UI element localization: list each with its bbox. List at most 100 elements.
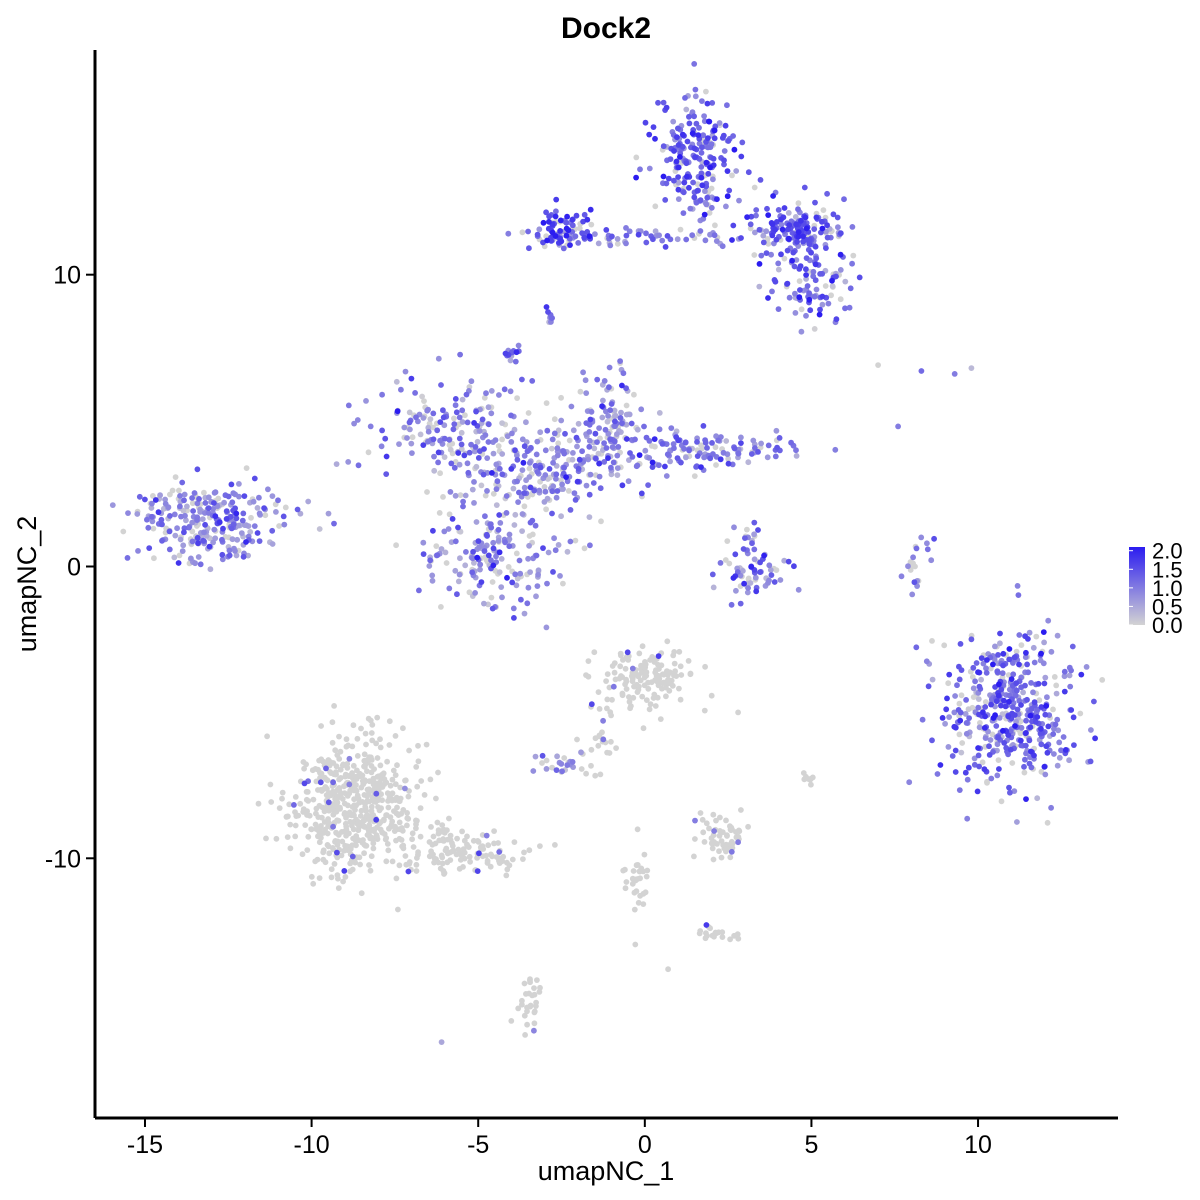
cell-point xyxy=(687,670,694,677)
cell-point xyxy=(709,845,716,852)
cell-point xyxy=(808,249,814,256)
cell-point xyxy=(923,658,930,665)
cell-point xyxy=(667,156,674,163)
cell-point xyxy=(408,375,415,382)
cell-point xyxy=(656,426,663,433)
cell-point xyxy=(735,450,742,457)
cell-point xyxy=(452,538,459,545)
cell-point xyxy=(415,758,422,765)
cell-point xyxy=(515,342,522,349)
cell-point xyxy=(663,693,669,700)
cell-point xyxy=(238,530,245,536)
cell-point xyxy=(458,429,465,436)
cell-point xyxy=(803,773,809,780)
cell-point xyxy=(955,707,962,713)
cell-point xyxy=(226,552,233,559)
cell-point xyxy=(1050,731,1057,737)
cell-point xyxy=(489,605,496,612)
cell-point xyxy=(558,761,565,767)
cell-point xyxy=(478,579,485,585)
cell-point xyxy=(786,222,793,228)
cell-point xyxy=(149,500,155,507)
cell-point xyxy=(744,214,750,221)
cell-point xyxy=(728,838,735,845)
cell-point xyxy=(751,546,758,553)
cell-point xyxy=(511,615,517,621)
cell-point xyxy=(631,889,638,896)
cell-point xyxy=(332,747,339,754)
cell-point xyxy=(812,277,819,284)
cell-point xyxy=(1041,639,1047,646)
cell-point xyxy=(366,828,372,835)
cell-point xyxy=(371,786,378,792)
cell-point xyxy=(553,475,559,482)
cell-point xyxy=(405,868,412,875)
cell-point xyxy=(803,266,809,273)
cell-point xyxy=(494,478,501,485)
cell-point xyxy=(454,591,460,598)
cell-point xyxy=(675,179,682,186)
cell-point xyxy=(308,826,315,833)
cell-point xyxy=(586,514,593,520)
cell-point xyxy=(301,780,308,787)
cell-point xyxy=(512,447,518,454)
cell-point xyxy=(612,412,619,419)
cell-point xyxy=(677,226,684,233)
cell-point xyxy=(255,800,262,807)
cell-point xyxy=(587,416,594,423)
cell-point xyxy=(956,676,963,683)
cell-point xyxy=(450,426,457,433)
cell-point xyxy=(813,255,820,262)
cell-point xyxy=(728,601,735,608)
cell-point xyxy=(962,769,969,776)
cell-point xyxy=(714,196,720,203)
cell-point xyxy=(384,841,391,847)
cell-point xyxy=(342,773,349,780)
cell-point xyxy=(1087,758,1094,765)
cell-point xyxy=(752,229,758,236)
cell-point xyxy=(1071,742,1077,748)
cell-point xyxy=(546,213,552,220)
cell-point xyxy=(603,678,609,684)
cell-point xyxy=(1032,719,1039,725)
cell-point xyxy=(333,771,339,778)
cell-point xyxy=(756,261,763,267)
cell-point xyxy=(1027,712,1034,719)
cell-point xyxy=(348,812,355,819)
cell-point xyxy=(232,548,238,554)
cell-point xyxy=(645,685,652,692)
cell-point xyxy=(481,548,488,554)
cell-point xyxy=(383,858,390,865)
cell-point xyxy=(436,837,443,844)
cell-point xyxy=(1025,636,1031,642)
cell-point xyxy=(496,849,503,855)
cell-point xyxy=(471,479,477,485)
cell-point xyxy=(146,545,153,551)
cell-point xyxy=(685,658,692,664)
cell-point xyxy=(496,465,503,472)
cell-point xyxy=(194,500,201,507)
cell-point xyxy=(221,499,228,506)
cell-point xyxy=(750,437,757,444)
cell-point xyxy=(965,764,972,771)
cell-point xyxy=(781,557,788,564)
cell-point xyxy=(709,440,715,446)
cell-point xyxy=(835,224,841,231)
cell-point xyxy=(318,770,325,777)
cell-point xyxy=(781,255,788,262)
cell-point xyxy=(189,538,196,545)
cell-point xyxy=(704,194,711,201)
cell-point xyxy=(545,549,552,556)
cell-point xyxy=(970,685,977,692)
cell-point xyxy=(789,257,795,264)
cell-point xyxy=(233,510,240,517)
cell-point xyxy=(739,139,746,146)
cell-point xyxy=(1012,692,1019,699)
cell-point xyxy=(501,386,508,393)
cell-point xyxy=(493,461,500,468)
cell-point xyxy=(607,436,614,443)
cell-point xyxy=(495,526,502,533)
cell-point xyxy=(1041,763,1048,770)
cell-point xyxy=(703,88,709,95)
cell-point xyxy=(823,245,829,252)
